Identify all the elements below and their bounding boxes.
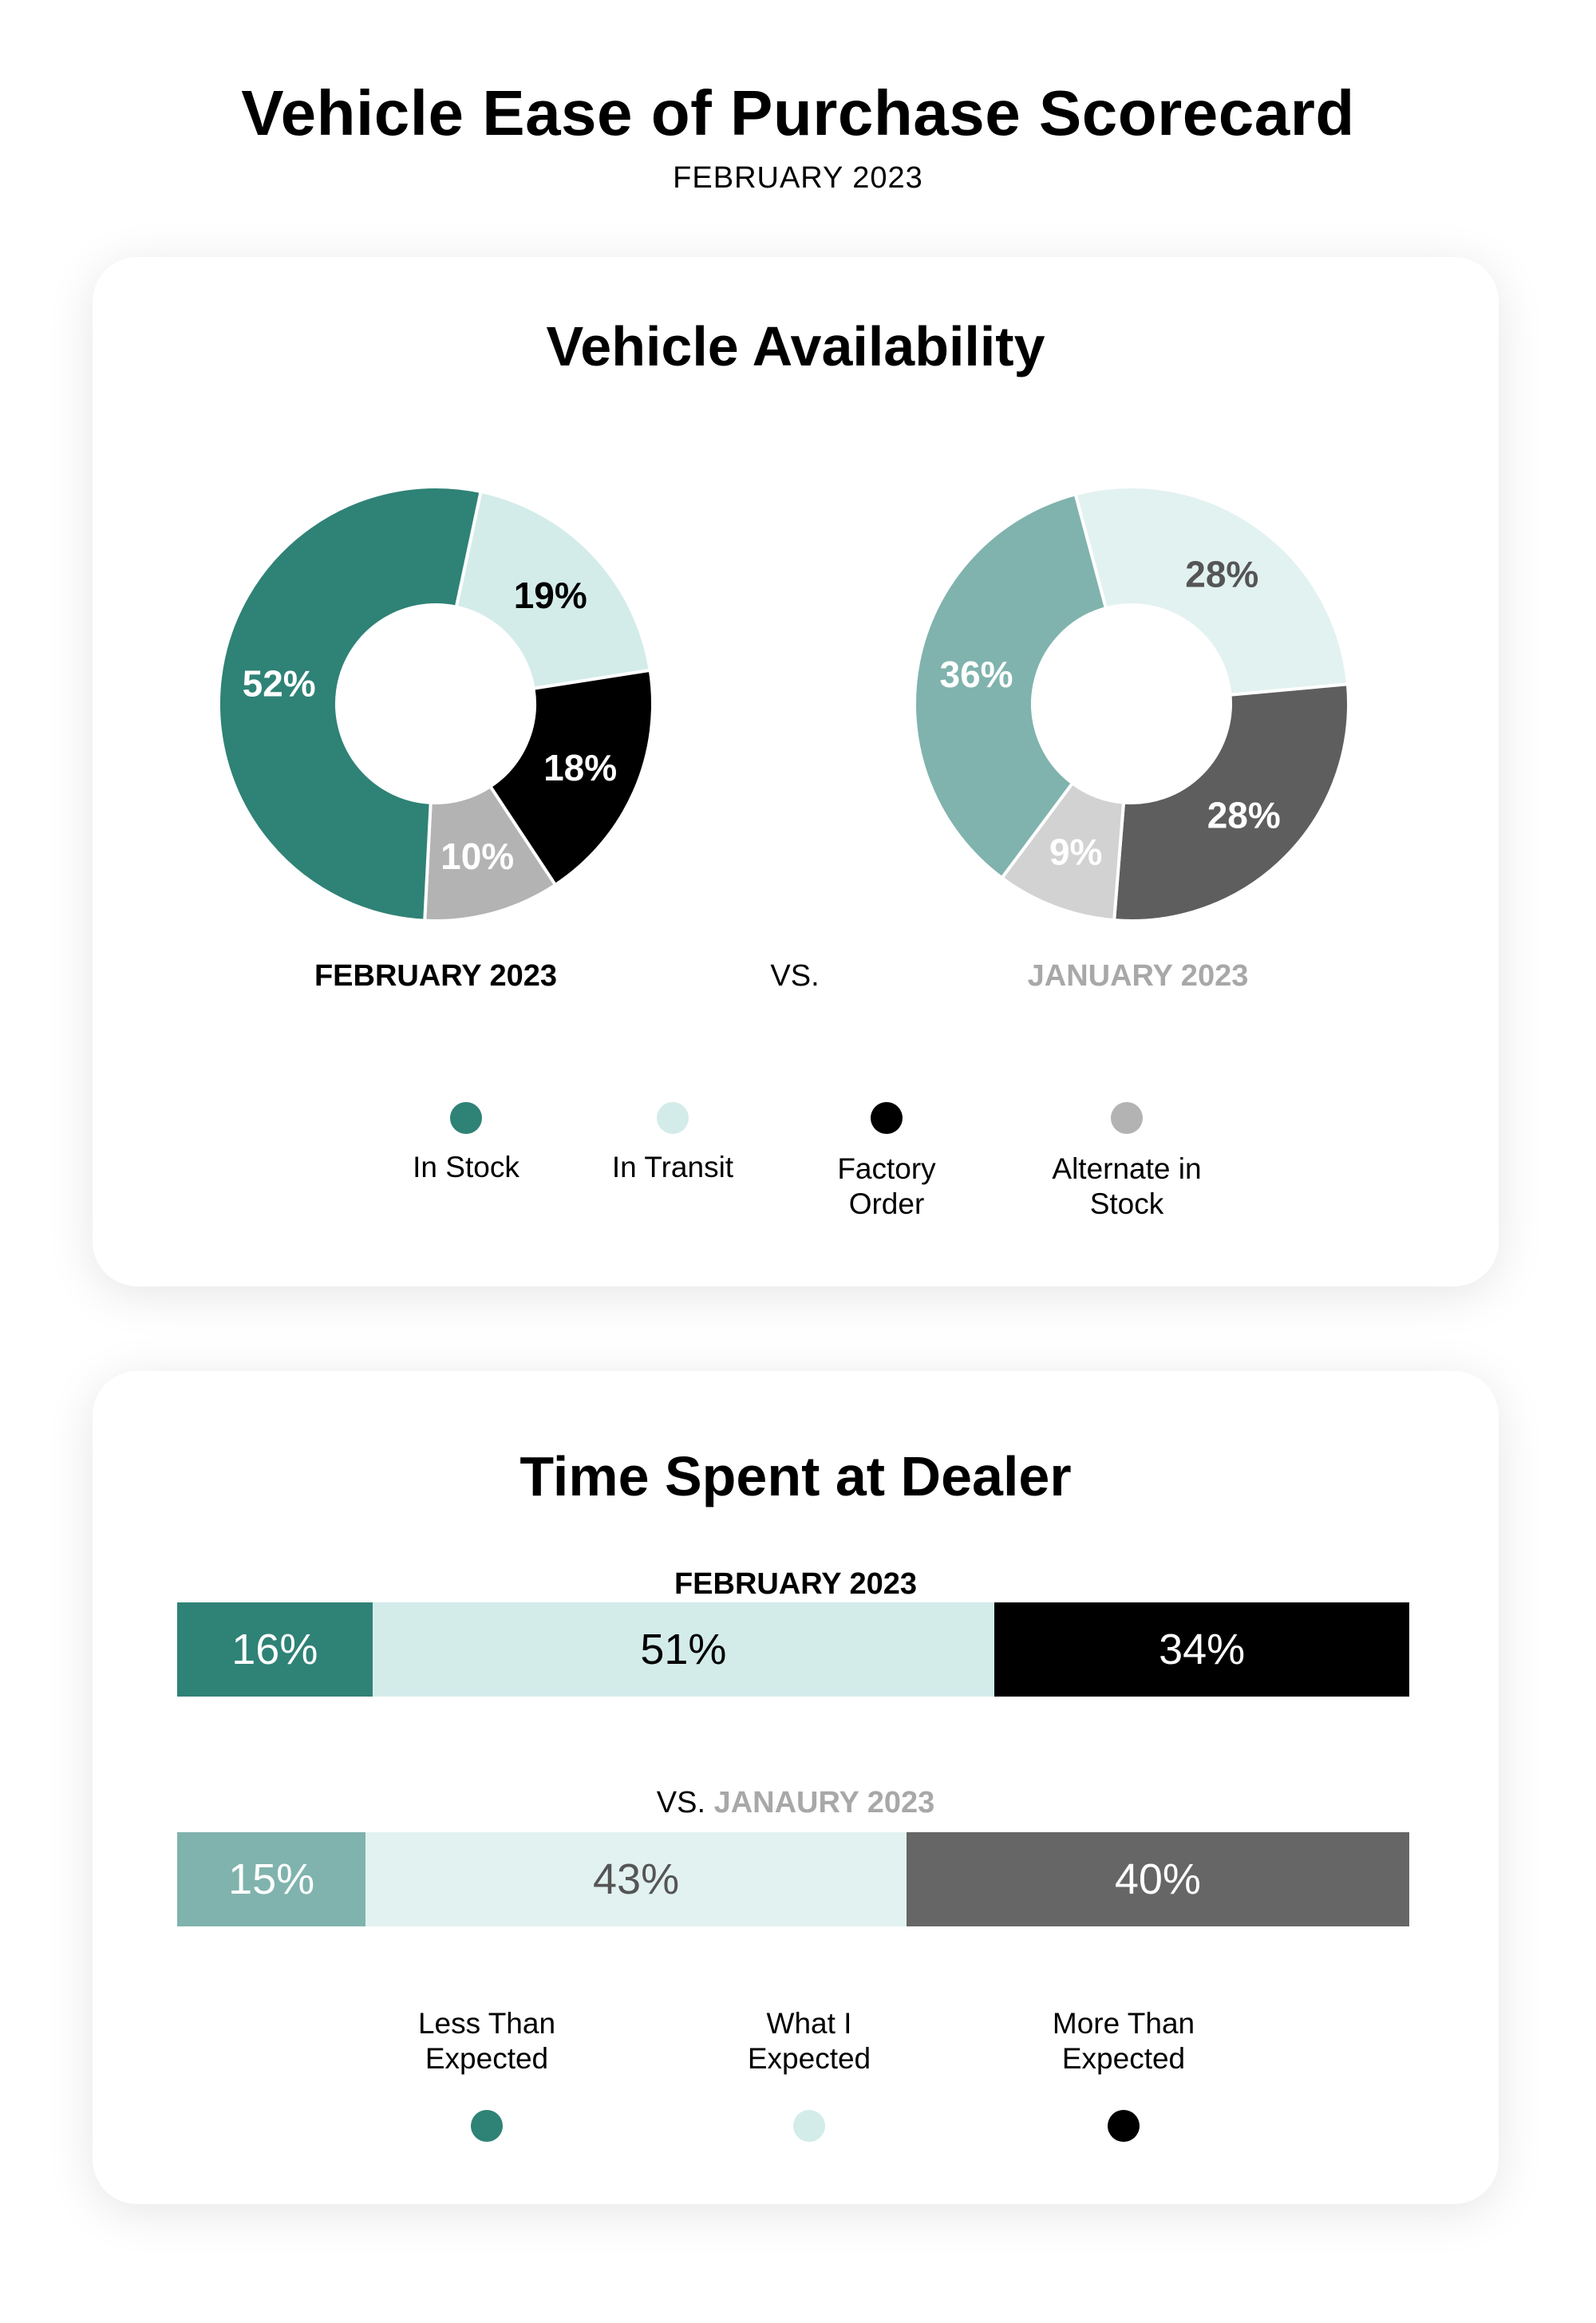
jan-stacked-bar: 15% 43% 40% xyxy=(177,1832,1409,1926)
page-subtitle: FEBRUARY 2023 xyxy=(673,161,923,195)
jan-slice-factory-order xyxy=(1112,682,1350,922)
legend-dot-factory-order xyxy=(871,1102,903,1134)
jan-slice-in-stock xyxy=(913,492,1108,880)
feb-bar-segment-what-i-expected: 51% xyxy=(372,1602,995,1697)
jan-bar-segment-less-than-expected: 15% xyxy=(177,1832,366,1926)
jan-slice-label: 36% xyxy=(939,654,1013,695)
feb-slice-label: 18% xyxy=(543,747,617,788)
feb-slice-in-stock xyxy=(217,485,483,922)
feb-bar-segment-label: 34% xyxy=(1159,1626,1246,1673)
feb-slice-factory-order xyxy=(488,668,654,887)
feb-bar-segment-label: 51% xyxy=(640,1626,727,1673)
feb-bar-segment-label: 16% xyxy=(231,1626,318,1673)
legend-dot-in-transit xyxy=(657,1102,689,1134)
feb-donut-chart: 19% 18% 10% 52% xyxy=(217,485,654,922)
legend-label-what-i-expected: What I Expected xyxy=(747,2007,871,2075)
feb-stacked-bar: 16% 51% 34% xyxy=(177,1602,1409,1697)
vehicle-availability-card: Vehicle Availability 19% 18% 10% 52% 28% 28%… xyxy=(93,257,1499,1286)
jan-slice-label: 28% xyxy=(1185,554,1258,595)
page-title: Vehicle Ease of Purchase Scorecard xyxy=(241,77,1355,148)
legend-dot-less-than-expected xyxy=(471,2110,503,2142)
legend-label-in-stock: In Stock xyxy=(413,1151,519,1183)
vehicle-availability-title: Vehicle Availability xyxy=(546,315,1045,377)
legend-dot-what-i-expected xyxy=(793,2110,825,2142)
feb-slice-label: 52% xyxy=(243,662,316,704)
jan-slice-label: 28% xyxy=(1207,794,1281,836)
feb-slice-in-transit xyxy=(454,489,653,691)
vs-label: VS. xyxy=(770,959,820,993)
feb-slice-label: 10% xyxy=(440,836,514,877)
legend-label-alternate-in-stock: Alternate in Stock xyxy=(1052,1152,1202,1220)
feb-bar-label: FEBRUARY 2023 xyxy=(674,1567,918,1601)
legend-label-factory-order: Factory Order xyxy=(837,1152,936,1220)
legend-label-in-transit: In Transit xyxy=(611,1151,734,1183)
jan-bar-segment-label: 15% xyxy=(228,1855,315,1903)
jan-slice-in-transit xyxy=(1073,485,1350,697)
time-spent-card: Time Spent at Dealer FEBRUARY 2023 16% 51… xyxy=(93,1371,1499,2204)
legend-dot-alternate-in-stock xyxy=(1111,1102,1143,1134)
feb-slice-label: 19% xyxy=(514,575,587,616)
jan-period-label: JANUARY 2023 xyxy=(1027,959,1249,993)
legend-dot-in-stock xyxy=(450,1102,482,1134)
feb-period-label: FEBRUARY 2023 xyxy=(314,959,558,993)
jan-donut-chart: 28% 28% 9% 36% xyxy=(913,485,1350,922)
legend-label-more-than-expected: More Than Expected xyxy=(1052,2007,1195,2075)
legend-dot-more-than-expected xyxy=(1108,2110,1140,2142)
jan-bar-segment-label: 40% xyxy=(1114,1855,1201,1903)
jan-slice-label: 9% xyxy=(1049,831,1102,872)
time-spent-title: Time Spent at Dealer xyxy=(519,1445,1072,1507)
feb-bar-segment-less-than-expected: 16% xyxy=(177,1602,373,1697)
jan-bar-segment-more-than-expected: 40% xyxy=(906,1832,1409,1926)
feb-bar-segment-more-than-expected: 34% xyxy=(994,1602,1409,1697)
jan-bar-segment-label: 43% xyxy=(593,1855,680,1903)
jan-bar-label: VS. JANAURY 2023 xyxy=(656,1786,935,1819)
legend-label-less-than-expected: Less Than Expected xyxy=(417,2007,556,2075)
jan-bar-segment-what-i-expected: 43% xyxy=(365,1832,907,1926)
